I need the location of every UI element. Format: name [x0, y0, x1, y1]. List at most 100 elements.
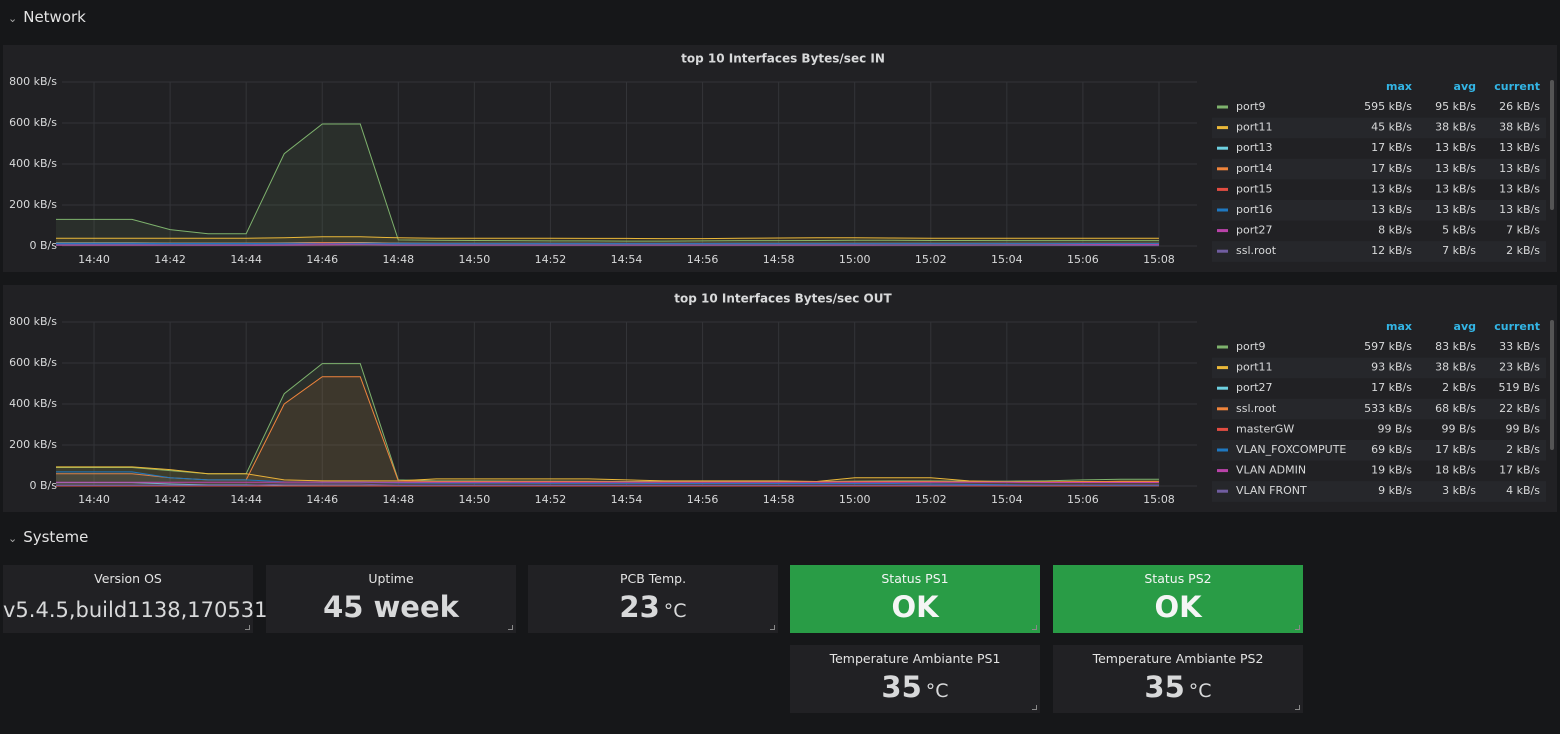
stat-value-box: OK: [790, 590, 1040, 624]
x-tick-label: 14:42: [154, 253, 186, 266]
legend-stat: 26 kB/s: [1499, 100, 1540, 113]
row-title: Systeme: [23, 528, 89, 546]
legend-entry[interactable]: port11: [1236, 361, 1273, 374]
stat-value-box: 23 °C: [528, 590, 778, 624]
legend-entry[interactable]: port27: [1236, 224, 1273, 237]
legend-entry[interactable]: VLAN_FOXCOMPUTE: [1236, 443, 1346, 456]
x-tick-label: 14:40: [78, 253, 110, 266]
legend-entry[interactable]: port9: [1236, 340, 1266, 353]
stat-value: 23: [619, 590, 660, 624]
legend-entry[interactable]: port14: [1236, 162, 1273, 175]
stat-unit: °C: [663, 600, 687, 622]
legend-entry[interactable]: VLAN FRONT: [1236, 484, 1307, 497]
legend-header: max: [1386, 80, 1412, 93]
legend-entry[interactable]: VLAN ADMIN: [1236, 464, 1306, 477]
row-header[interactable]: ⌄ Network: [8, 8, 86, 26]
legend-stat: 38 kB/s: [1435, 361, 1476, 374]
stat-panel: Temperature Ambiante PS2 35 °C: [1053, 645, 1303, 713]
legend-entry[interactable]: port27: [1236, 381, 1273, 394]
legend-stat: 13 kB/s: [1435, 162, 1476, 175]
legend-row-bg: [1212, 398, 1546, 420]
resize-handle: [1032, 625, 1037, 630]
legend-entry[interactable]: ssl.root: [1236, 402, 1277, 415]
resize-handle: [1032, 705, 1037, 710]
legend-swatch: [1217, 489, 1228, 493]
y-tick-label: 600 kB/s: [9, 116, 57, 129]
y-tick-label: 800 kB/s: [9, 75, 57, 88]
legend-entry[interactable]: port11: [1236, 121, 1273, 134]
stat-value-box: OK: [1053, 590, 1303, 624]
series-line: [56, 483, 1159, 486]
chevron: ⌄: [8, 12, 18, 25]
area-fill: [56, 363, 1159, 486]
legend-entry[interactable]: port9: [1236, 100, 1266, 113]
stat-value: OK: [1154, 590, 1202, 624]
legend-stat: 18 kB/s: [1435, 464, 1476, 477]
resize-handle: [245, 625, 250, 630]
legend-stat: 595 kB/s: [1364, 100, 1412, 113]
stat-value: 35: [1144, 670, 1185, 704]
legend-entry[interactable]: port13: [1236, 141, 1273, 154]
legend-entry[interactable]: port16: [1236, 203, 1273, 216]
legend-row-bg: [1212, 481, 1546, 502]
legend-stat: 2 kB/s: [1442, 381, 1476, 394]
legend-swatch: [1217, 167, 1228, 171]
y-tick-label: 200 kB/s: [9, 198, 57, 211]
x-tick-label: 15:06: [1067, 253, 1099, 266]
legend-stat: 93 kB/s: [1371, 361, 1412, 374]
legend-stat: 519 B/s: [1499, 381, 1541, 394]
legend-stat: 13 kB/s: [1435, 203, 1476, 216]
legend-swatch: [1217, 229, 1228, 233]
x-tick-label: 14:46: [306, 493, 338, 506]
legend-swatch: [1217, 407, 1228, 411]
legend-stat: 597 kB/s: [1364, 340, 1412, 353]
chart-title: top 10 Interfaces Bytes/sec OUT: [674, 292, 892, 306]
scrollbar: [1550, 80, 1554, 210]
x-tick-label: 14:42: [154, 493, 186, 506]
legend-stat: 17 kB/s: [1435, 443, 1476, 456]
legend-stat: 99 B/s: [1506, 422, 1541, 435]
x-tick-label: 14:56: [687, 493, 719, 506]
legend-stat: 8 kB/s: [1378, 224, 1412, 237]
legend-stat: 2 kB/s: [1506, 244, 1540, 257]
stat-unit: °C: [1188, 680, 1212, 702]
y-tick-label: 0 B/s: [30, 479, 58, 492]
resize-handle: [770, 625, 775, 630]
legend-stat: 13 kB/s: [1371, 203, 1412, 216]
x-tick-label: 14:52: [535, 493, 567, 506]
legend-header: current: [1494, 320, 1540, 333]
legend-header: avg: [1454, 320, 1476, 333]
x-tick-label: 14:58: [763, 493, 795, 506]
legend-stat: 99 B/s: [1442, 422, 1477, 435]
x-tick-label: 14:50: [459, 493, 491, 506]
chart-title: top 10 Interfaces Bytes/sec IN: [681, 52, 885, 66]
legend-stat: 69 kB/s: [1371, 443, 1412, 456]
legend-row-bg: [1212, 241, 1546, 262]
legend-entry[interactable]: masterGW: [1236, 422, 1294, 435]
legend-stat: 17 kB/s: [1499, 464, 1540, 477]
x-tick-label: 15:08: [1143, 253, 1175, 266]
legend-stat: 13 kB/s: [1499, 141, 1540, 154]
legend-entry[interactable]: ssl.root: [1236, 244, 1277, 257]
legend-stat: 95 kB/s: [1435, 100, 1476, 113]
legend-stat: 13 kB/s: [1499, 182, 1540, 195]
y-tick-label: 400 kB/s: [9, 157, 57, 170]
series-line: [56, 243, 1159, 247]
x-tick-label: 15:00: [839, 253, 871, 266]
legend-stat: 4 kB/s: [1506, 484, 1540, 497]
legend-stat: 3 kB/s: [1442, 484, 1476, 497]
panel: [3, 45, 1557, 272]
legend-stat: 5 kB/s: [1442, 224, 1476, 237]
stat-panel: Uptime 45 week: [266, 565, 516, 633]
x-tick-label: 15:08: [1143, 493, 1175, 506]
x-tick-label: 15:02: [915, 253, 947, 266]
row-header[interactable]: ⌄ Systeme: [8, 528, 88, 546]
legend-stat: 7 kB/s: [1442, 244, 1476, 257]
legend-swatch: [1217, 105, 1228, 109]
stat-panel: Status PS2 OK: [1053, 565, 1303, 633]
legend-entry[interactable]: port15: [1236, 182, 1273, 195]
legend-stat: 45 kB/s: [1371, 121, 1412, 134]
legend-stat: 13 kB/s: [1499, 203, 1540, 216]
legend-stat: 17 kB/s: [1371, 141, 1412, 154]
